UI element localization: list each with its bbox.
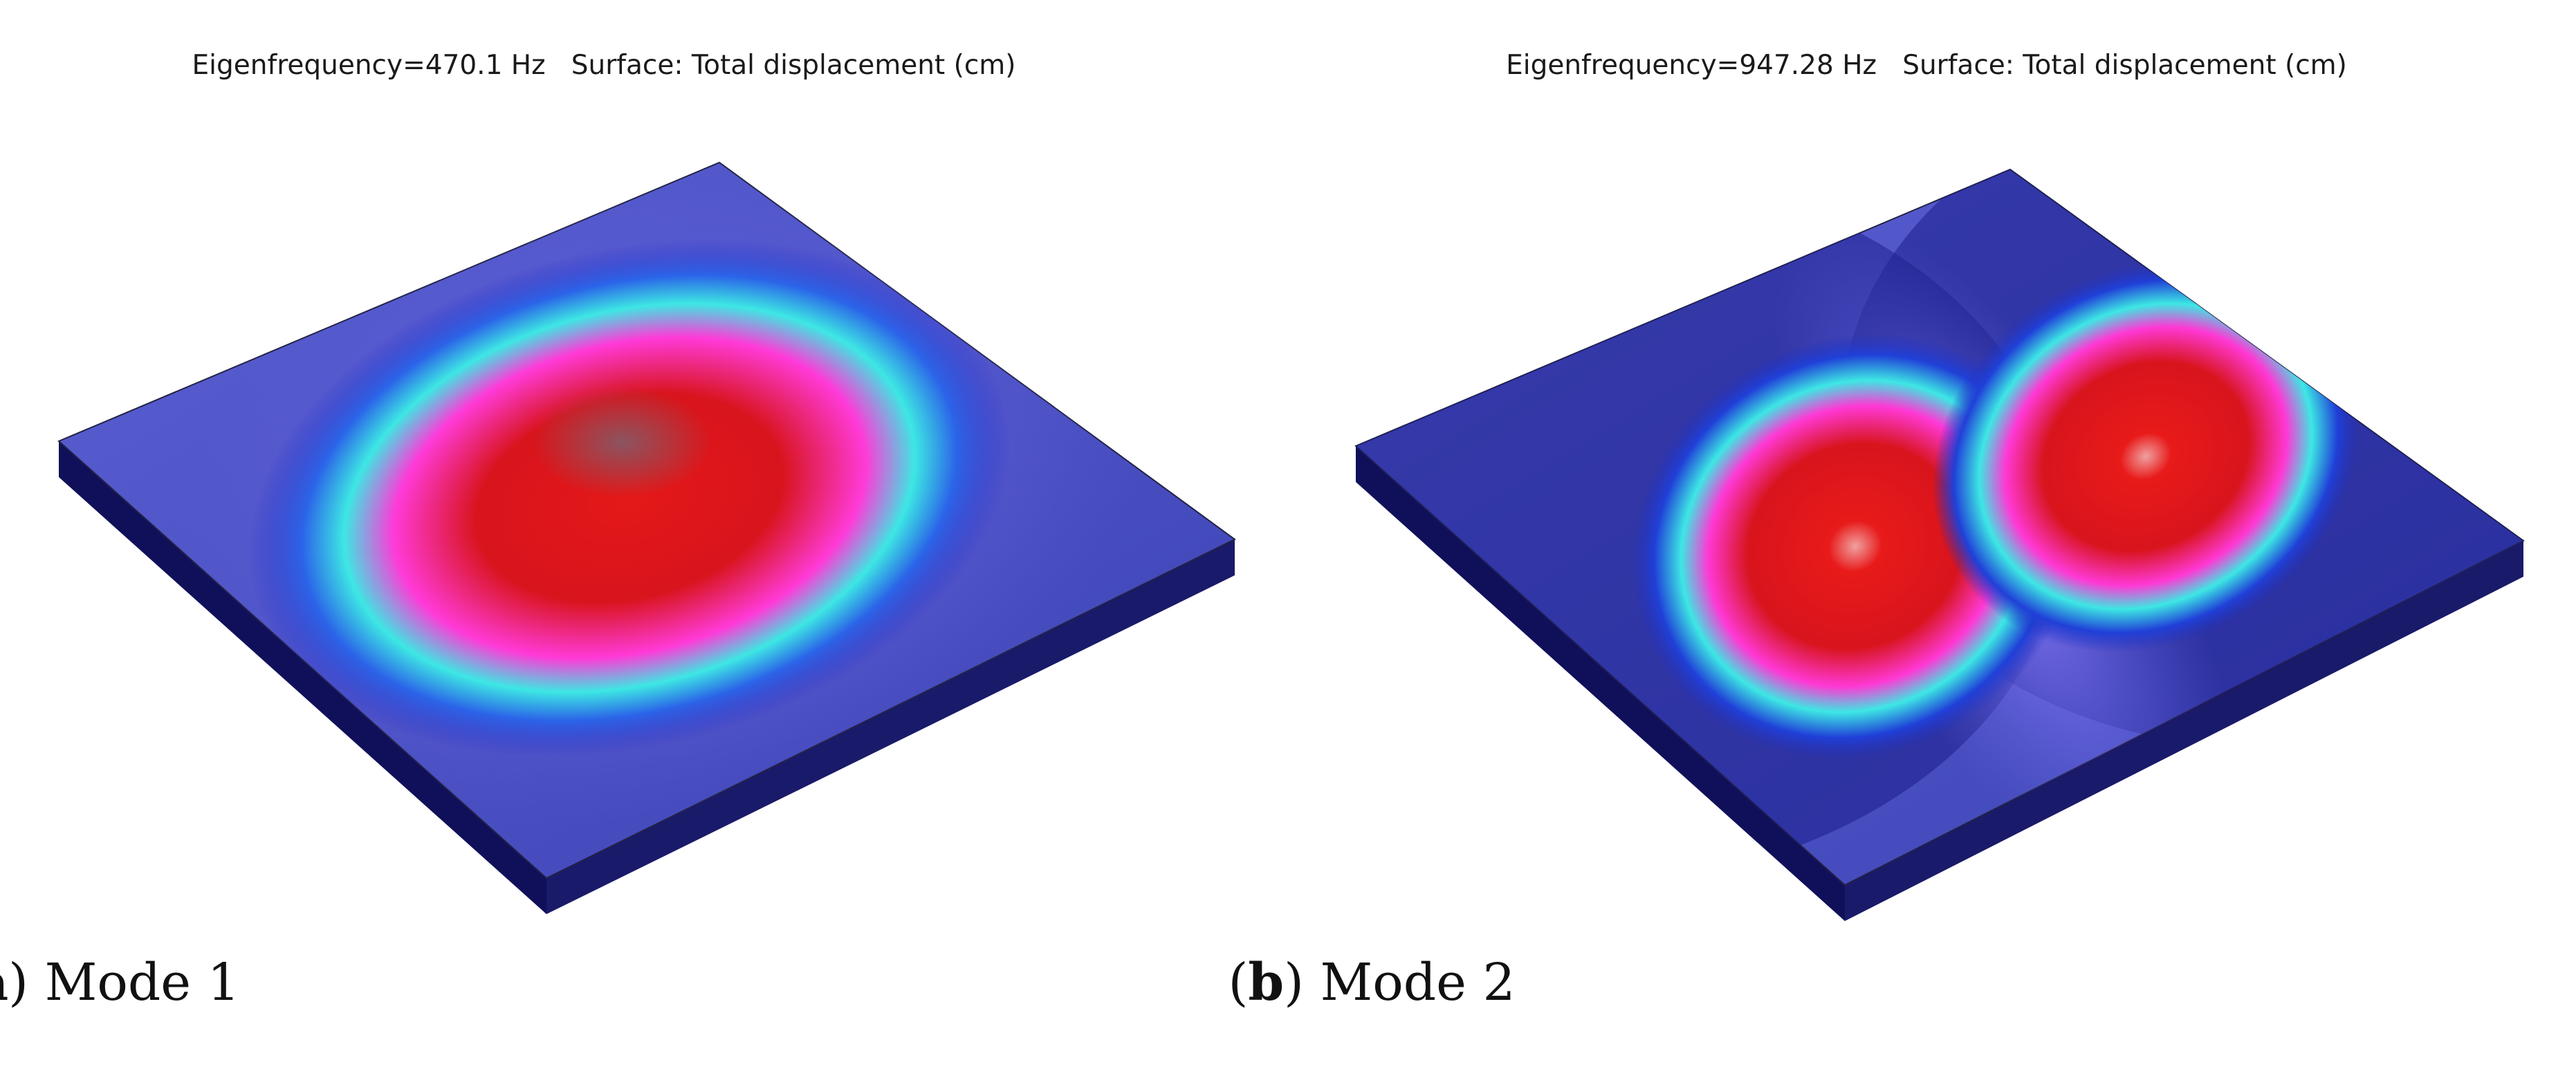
- panel-mode-1: Eigenfrequency=470.1 Hz Surface: Total d…: [0, 50, 1236, 1012]
- panel-title: Eigenfrequency=470.1 Hz Surface: Total d…: [192, 50, 1016, 81]
- plate-side-right: [1845, 541, 2523, 921]
- plate-mode-2-graphic: [1354, 168, 2525, 921]
- caption-letter: b: [1248, 953, 1285, 1012]
- caption-letter: a: [0, 953, 8, 1012]
- plate-mode-1-graphic: [57, 161, 1236, 914]
- plate-side-left: [59, 441, 546, 914]
- caption-text: Mode 1: [44, 953, 240, 1012]
- caption-mode-2: (b) Mode 2: [1228, 953, 1516, 1012]
- caption-mode-1: (a) Mode 1: [0, 953, 742, 1012]
- plate-side-left: [1356, 446, 1845, 921]
- panel-title: Eigenfrequency=947.28 Hz Surface: Total …: [1506, 50, 2347, 81]
- caption-text: Mode 2: [1320, 953, 1516, 1012]
- plate-side-right: [546, 539, 1235, 914]
- panel-mode-2: Eigenfrequency=947.28 Hz Surface: Total …: [1228, 0, 2576, 1069]
